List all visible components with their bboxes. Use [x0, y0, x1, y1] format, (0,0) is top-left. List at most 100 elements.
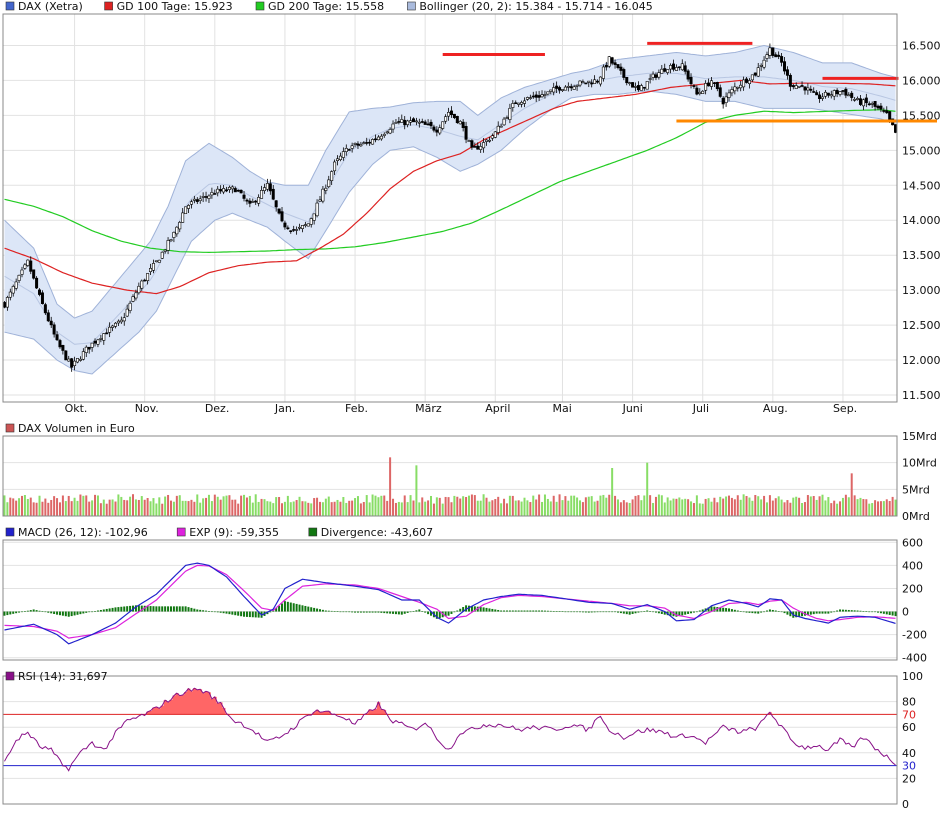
rsi-overbought-fill — [210, 698, 214, 715]
volume-bar — [56, 498, 59, 516]
volume-bar — [199, 502, 202, 516]
candle-body — [870, 103, 874, 105]
candle-body — [733, 86, 737, 92]
candle-body — [298, 226, 302, 229]
volume-bar — [196, 494, 199, 516]
candle-body — [391, 123, 395, 130]
divergence-bar — [812, 611, 815, 615]
candle-body — [628, 82, 632, 84]
legend-swatch — [407, 1, 416, 11]
volume-bar — [61, 495, 64, 516]
candle-body — [58, 340, 62, 348]
divergence-bar — [15, 611, 18, 614]
candle-body — [537, 95, 541, 98]
volume-bar — [50, 499, 53, 516]
volume-bar — [310, 503, 313, 516]
volume-bar — [53, 496, 56, 516]
volume-bar — [701, 503, 704, 516]
candle-body — [8, 291, 12, 298]
candle-body — [333, 161, 337, 172]
candle-body — [750, 74, 754, 81]
rsi-overbought-fill — [192, 688, 197, 715]
divergence-bar — [584, 611, 587, 613]
volume-bar — [716, 502, 719, 516]
rsi-overbought-fill — [160, 705, 165, 715]
candle-body — [213, 193, 217, 195]
rsi-overbought-fill — [376, 702, 381, 715]
divergence-bar — [824, 611, 827, 614]
candle-body — [663, 68, 667, 72]
volume-bar — [281, 503, 284, 516]
candle-body — [151, 263, 155, 271]
volume-bar — [511, 495, 514, 516]
divergence-bar — [695, 611, 698, 613]
candle-body — [35, 277, 39, 289]
candle-body — [324, 187, 328, 191]
volume-bar — [733, 499, 736, 516]
divergence-bar — [687, 611, 690, 614]
macd-tick-label: -400 — [902, 652, 927, 665]
legend-label: RSI (14): 31,697 — [18, 670, 108, 683]
candle-body — [14, 281, 18, 289]
candle-body — [61, 345, 65, 351]
candle-body — [195, 199, 199, 202]
volume-bar — [438, 497, 441, 516]
divergence-bar — [298, 604, 301, 612]
volume-bar — [292, 501, 295, 516]
volume-bar — [6, 502, 9, 516]
candle-body — [201, 196, 205, 198]
volume-bar — [44, 498, 47, 516]
divergence-bar — [561, 611, 564, 613]
volume-bar — [184, 500, 187, 516]
legend-swatch — [5, 423, 15, 433]
divergence-bar — [847, 609, 850, 612]
divergence-bar — [818, 611, 821, 614]
bollinger-mid-line — [4, 72, 896, 345]
candle-body — [265, 183, 269, 190]
volume-bar — [757, 496, 760, 516]
volume-bar — [494, 499, 497, 516]
divergence-bar — [228, 611, 231, 615]
candle-body — [560, 89, 564, 91]
candle-body — [689, 76, 693, 85]
candle-body — [701, 90, 705, 94]
rsi-overbought-fill — [172, 695, 176, 715]
candle-body — [864, 97, 868, 104]
candle-body — [651, 73, 655, 78]
candle-body — [502, 118, 506, 126]
candle-body — [747, 80, 751, 85]
divergence-bar — [587, 611, 590, 613]
divergence-bar — [155, 606, 158, 612]
divergence-bar — [26, 610, 29, 612]
volume-bar — [386, 500, 389, 516]
rsi-overbought-fill — [166, 702, 170, 715]
candle-body — [634, 86, 638, 88]
divergence-bar — [614, 611, 617, 613]
divergence-bar — [736, 610, 739, 612]
volume-bar — [479, 500, 482, 516]
macd-tick-label: 200 — [902, 582, 923, 595]
volume-bar — [882, 501, 885, 516]
divergence-bar — [526, 610, 529, 612]
bollinger-lower-line — [4, 90, 896, 375]
divergence-bar — [780, 611, 783, 613]
candle-body — [578, 80, 582, 86]
volume-bar — [161, 503, 164, 516]
volume-bar — [695, 495, 698, 516]
candle-body — [464, 126, 468, 140]
candle-body — [394, 122, 398, 124]
volume-bar — [795, 496, 798, 516]
volume-bar — [514, 500, 517, 516]
volume-bar — [102, 499, 105, 516]
divergence-bar — [406, 611, 409, 613]
candle-body — [853, 98, 857, 101]
candle-body — [677, 66, 681, 69]
candle-body — [353, 143, 357, 145]
volume-bar — [567, 500, 570, 516]
volume-bar — [114, 501, 117, 516]
volume-bar — [491, 500, 494, 516]
divergence-bar — [570, 611, 573, 613]
volume-bar — [132, 494, 135, 516]
rsi-overbought-fill — [187, 688, 191, 715]
candle-body — [572, 86, 576, 90]
